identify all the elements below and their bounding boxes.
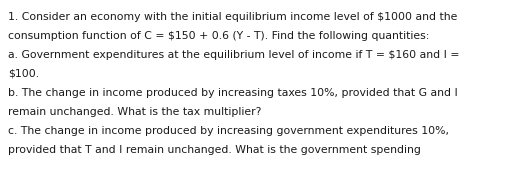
Text: consumption function of C = $150 + 0.6 (Y - T). Find the following quantities:: consumption function of C = $150 + 0.6 (… (8, 31, 429, 41)
Text: remain unchanged. What is the tax multiplier?: remain unchanged. What is the tax multip… (8, 107, 262, 117)
Text: $100.: $100. (8, 69, 39, 79)
Text: a. Government expenditures at the equilibrium level of income if T = $160 and I : a. Government expenditures at the equili… (8, 50, 459, 60)
Text: 1. Consider an economy with the initial equilibrium income level of $1000 and th: 1. Consider an economy with the initial … (8, 12, 457, 22)
Text: c. The change in income produced by increasing government expenditures 10%,: c. The change in income produced by incr… (8, 126, 449, 136)
Text: provided that T and I remain unchanged. What is the government spending: provided that T and I remain unchanged. … (8, 145, 421, 155)
Text: b. The change in income produced by increasing taxes 10%, provided that G and I: b. The change in income produced by incr… (8, 88, 458, 98)
